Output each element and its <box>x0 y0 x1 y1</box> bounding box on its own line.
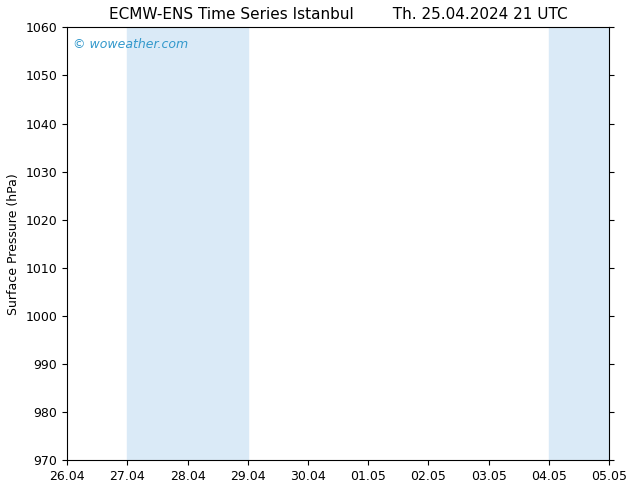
Text: © woweather.com: © woweather.com <box>72 38 188 51</box>
Bar <box>609 27 634 460</box>
Bar <box>549 27 609 460</box>
Title: ECMW-ENS Time Series Istanbul        Th. 25.04.2024 21 UTC: ECMW-ENS Time Series Istanbul Th. 25.04.… <box>109 7 567 22</box>
Y-axis label: Surface Pressure (hPa): Surface Pressure (hPa) <box>7 173 20 315</box>
Bar <box>127 27 248 460</box>
